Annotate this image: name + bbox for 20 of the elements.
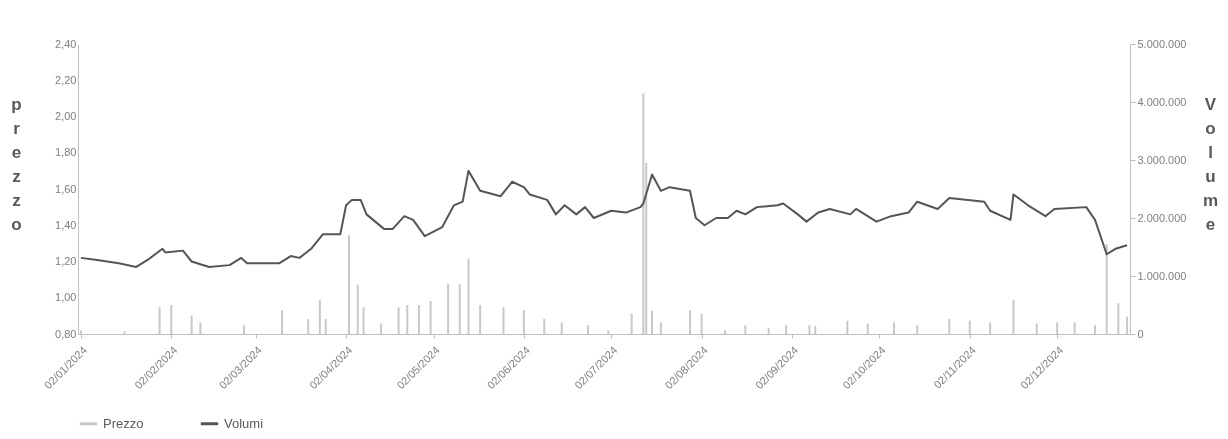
- y-tick-label: 0,80: [55, 327, 77, 340]
- y-tick-label: 1,60: [55, 182, 77, 195]
- y2-tick-label: 4.000.000: [1137, 95, 1187, 108]
- y-tick-label: 1,20: [55, 255, 77, 267]
- y-tick-label: 2,00: [55, 110, 77, 122]
- line-series: [79, 169, 1129, 268]
- y2-tick-label: 1.000.000: [1137, 269, 1187, 282]
- y-tick-label: 1,40: [55, 218, 77, 231]
- y2-tick-label: 2.000.000: [1137, 211, 1187, 224]
- y2-tick-label: 5.000.000: [1137, 37, 1187, 50]
- legend-label: Prezzo: [103, 415, 144, 431]
- legend-label: Volumi: [224, 415, 264, 431]
- y2-axis-title: Volume: [1202, 94, 1219, 234]
- y-tick-label: 1,80: [55, 146, 77, 159]
- y-axis-title: prezzo: [11, 94, 22, 234]
- y-tick-label: 2,40: [55, 37, 77, 50]
- y-tick-label: 2,20: [55, 73, 77, 86]
- y-tick-label: 1,00: [55, 291, 77, 304]
- y2-tick-label: 0: [1137, 327, 1144, 340]
- y2-tick-label: 3.000.000: [1137, 153, 1187, 166]
